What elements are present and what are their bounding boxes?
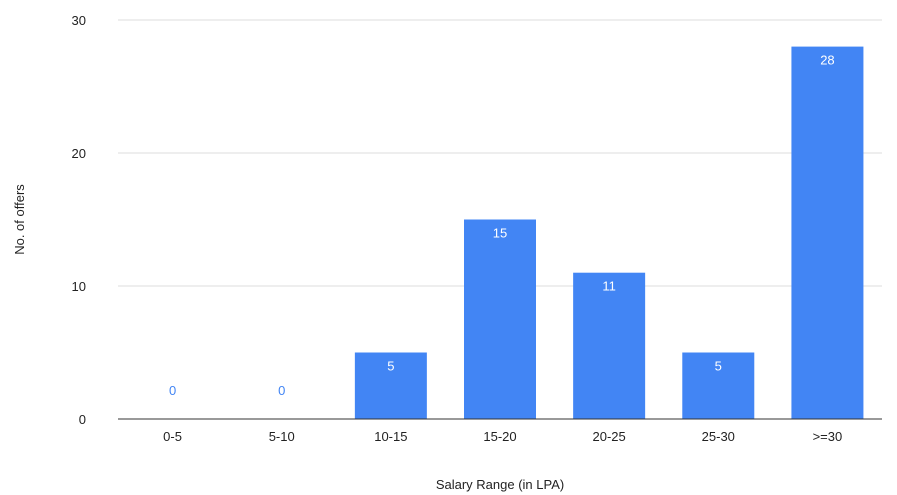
data-labels: 0 0 5 15 11 5 28 (169, 53, 835, 398)
bar (354, 352, 427, 419)
y-axis-ticks: 0 10 20 30 (72, 13, 86, 427)
data-label: 5 (715, 359, 722, 374)
data-label: 28 (820, 53, 834, 68)
y-tick-label: 20 (72, 146, 86, 161)
x-axis-title: Salary Range (in LPA) (436, 477, 564, 492)
data-label: 5 (387, 359, 394, 374)
x-tick-label: 5-10 (269, 429, 295, 444)
x-tick-label: 15-20 (483, 429, 516, 444)
x-tick-label: 10-15 (374, 429, 407, 444)
y-axis-title: No. of offers (12, 184, 27, 255)
x-tick-label: 20-25 (593, 429, 626, 444)
data-label: 0 (278, 383, 285, 398)
bar (682, 352, 755, 419)
x-tick-label: 0-5 (163, 429, 182, 444)
bar (464, 219, 536, 419)
x-axis-ticks: 0-5 5-10 10-15 15-20 20-25 25-30 >=30 (163, 429, 842, 444)
y-tick-label: 10 (72, 279, 86, 294)
bars (354, 46, 864, 419)
bar (791, 46, 864, 419)
data-label: 0 (169, 383, 176, 398)
y-tick-label: 0 (79, 412, 86, 427)
data-label: 11 (602, 279, 616, 294)
y-tick-label: 30 (72, 13, 86, 28)
x-tick-label: 25-30 (702, 429, 735, 444)
bar (573, 272, 646, 419)
x-tick-label: >=30 (813, 429, 843, 444)
data-label: 15 (493, 226, 507, 241)
